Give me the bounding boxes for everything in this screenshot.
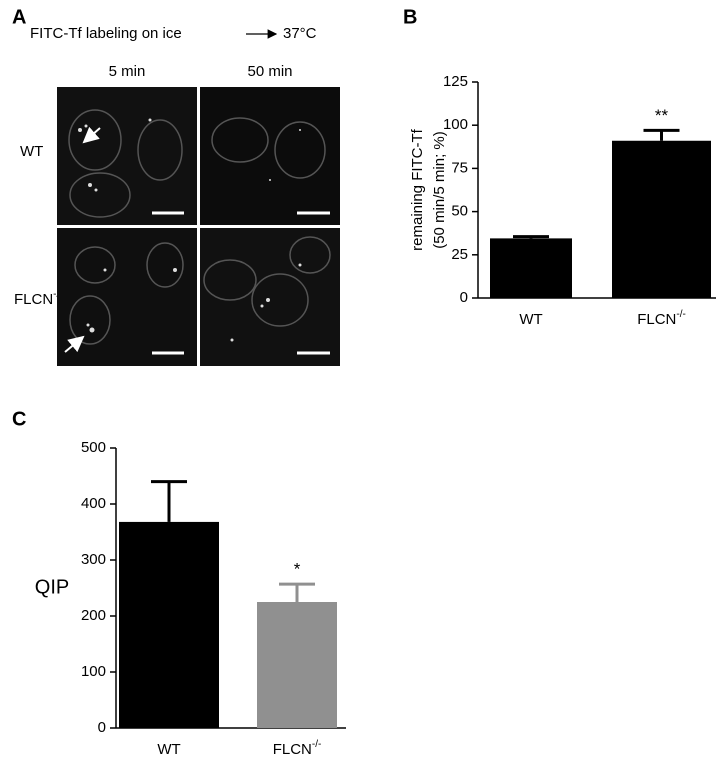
y-tick-label: 75 (451, 159, 468, 176)
x-tick-label: WT (519, 311, 542, 328)
micrograph (200, 228, 340, 366)
bar (490, 238, 572, 298)
panel-label: C (12, 408, 26, 430)
significance: ** (655, 106, 669, 125)
x-tick-label: FLCN-/- (637, 309, 686, 328)
micrographs (57, 87, 340, 366)
bar (257, 602, 337, 728)
row-label: WT (20, 143, 43, 160)
temperature: 37°C (283, 25, 317, 42)
y-tick-label: 25 (451, 246, 468, 263)
y-tick-label: 300 (81, 551, 106, 568)
y-axis-label: (50 min/5 min; %) (431, 131, 448, 249)
panel-label: B (403, 6, 417, 28)
column-label: 50 min (247, 63, 292, 80)
y-tick-label: 500 (81, 439, 106, 456)
y-tick-label: 0 (460, 289, 468, 306)
bar (119, 521, 219, 728)
significance: * (294, 560, 301, 579)
x-tick-label: FLCN-/- (273, 739, 322, 758)
y-axis-label: QIP (35, 576, 69, 598)
y-tick-label: 100 (443, 116, 468, 133)
y-tick-label: 200 (81, 607, 106, 624)
bar (612, 140, 711, 298)
column-label: 5 min (109, 63, 146, 80)
x-tick-label: WT (157, 741, 180, 758)
panel-label: A (12, 6, 26, 28)
micrograph (57, 87, 197, 225)
y-tick-label: 100 (81, 663, 106, 680)
micrograph (57, 228, 197, 366)
y-tick-label: 50 (451, 203, 468, 220)
row-label: FLCN-/- (14, 289, 63, 308)
y-tick-label: 400 (81, 495, 106, 512)
panel-title: FITC-Tf labeling on ice (30, 25, 182, 42)
y-tick-label: 125 (443, 73, 468, 90)
micrograph (200, 87, 340, 225)
y-tick-label: 0 (98, 719, 106, 736)
y-axis-label: remaining FITC-Tf (409, 128, 426, 251)
